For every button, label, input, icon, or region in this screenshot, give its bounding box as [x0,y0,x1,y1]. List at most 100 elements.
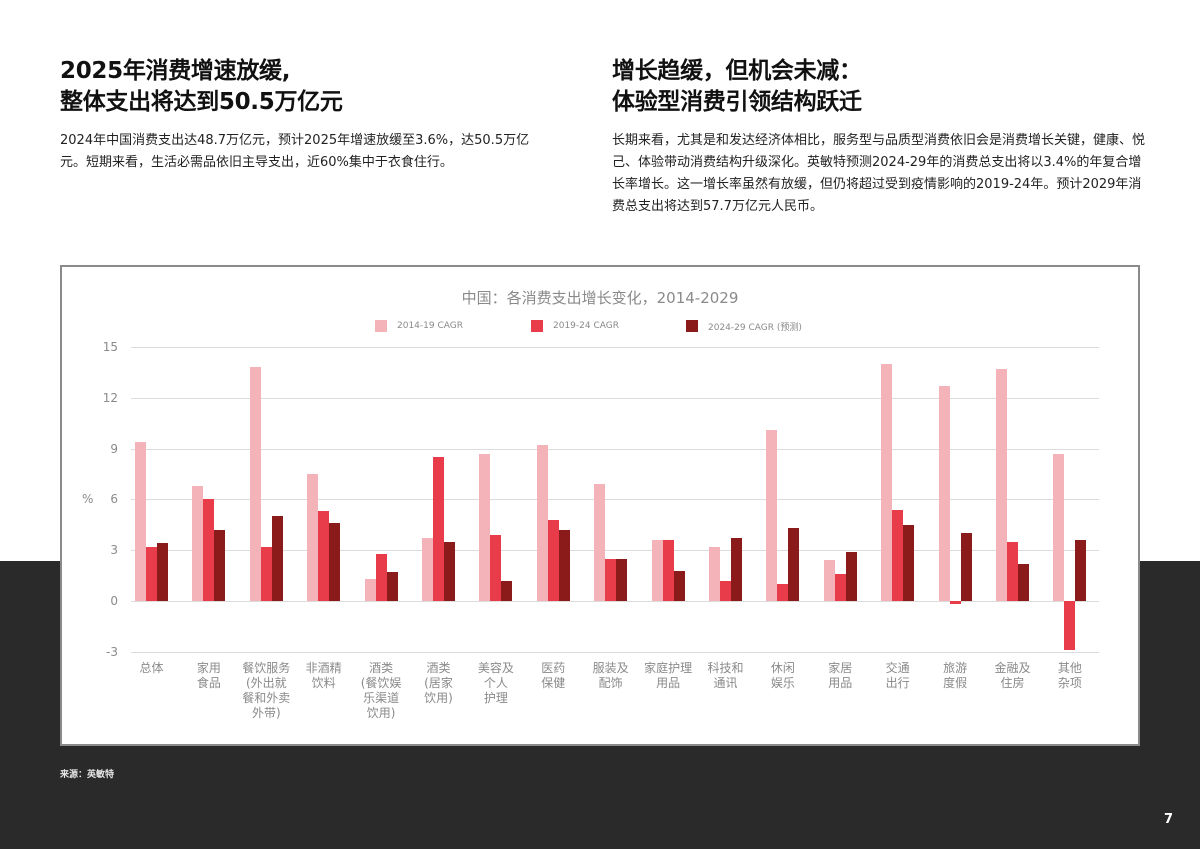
bar [386,572,398,601]
bar [720,580,731,601]
bar [479,453,491,601]
bar [903,524,915,601]
legend-swatch-icon [686,320,698,332]
bar [444,541,455,601]
bar [364,578,376,601]
plot-area: 15 12 9 6 3 0 -3% 总体 家用 食品 餐饮服务 (外出就 餐和外卖 外带) 非酒精 … [62,267,1138,744]
bar [329,523,341,601]
right-headline-line2: 体验型消费引领结构跃迁 [612,89,862,115]
right-text-section: 增长趋缓，但机会未减： 体验型消费引领结构跃迁 长期来看，尤其是和发达经济体相比… [612,56,1152,218]
y-tick-label: 0 [110,594,118,608]
x-tick-label: 美容及 个人 护理 [477,661,514,705]
left-headline-line2: 整体支出将达到50.5万亿元 [60,89,343,115]
right-headline: 增长趋缓，但机会未减： 体验型消费引领结构跃迁 [612,56,1152,118]
y-tick-label: 9 [110,442,118,456]
bar [547,519,559,601]
gridline [131,550,1099,551]
bar [192,485,204,601]
y-tick-label: 15 [102,340,118,354]
source-note: 来源：英敏特 [60,770,115,780]
x-tick-label: 服装及 配饰 [592,661,629,690]
x-tick-label: 家居 用品 [828,661,853,690]
legend-swatch-icon [531,320,543,332]
bar [938,385,950,601]
x-tick-label: 酒类 (居家 饮用) [424,661,453,705]
bar [766,430,778,601]
x-tick-label: 酒类 (餐饮娱 乐渠道 饮用) [360,661,402,720]
bar [788,528,800,601]
gridline [131,347,1099,348]
bar [214,529,226,601]
x-tick-label: 休闲 娱乐 [770,661,795,690]
bar [960,533,972,601]
x-tick-label: 家庭护理 用品 [644,661,693,690]
bar [996,369,1007,601]
bar [949,601,961,605]
left-text-section: 2025年消费增速放缓, 整体支出将达到50.5万亿元 2024年中国消费支出达… [60,56,530,174]
left-headline: 2025年消费增速放缓, 整体支出将达到50.5万亿元 [60,56,530,118]
bar [845,551,857,601]
x-tick-label: 家用 食品 [196,661,221,690]
x-tick-label: 交通 出行 [885,661,910,690]
bar [318,511,330,601]
bar [157,543,168,601]
bar [1064,601,1076,651]
y-tick-label: 6 [110,492,118,506]
bar [558,529,570,601]
legend-item: 2014-19 CAGR [375,319,463,333]
x-tick-label: 非酒精 饮料 [305,661,342,690]
y-tick-label: 12 [102,391,118,405]
bar [1007,541,1018,601]
y-tick-label: -3 [106,645,118,659]
x-tick-label: 总体 [139,661,164,675]
bar [249,367,261,601]
bar [892,509,904,601]
bar [823,560,835,601]
bar [307,474,319,601]
legend-item: 2024-29 CAGR (预测) [686,319,802,333]
bar [731,538,742,601]
bar [271,516,283,601]
bar [260,546,272,601]
bar [709,546,720,601]
bar [135,441,146,601]
bar [651,540,663,601]
x-tick-label: 旅游 度假 [943,661,968,690]
gridline [131,398,1099,399]
bar [501,580,513,601]
chart-legend: 2014-19 CAGR 2019-24 CAGR 2024-29 CAGR (预测… [62,319,1138,333]
legend-label: 2019-24 CAGR [553,321,619,331]
bar [673,570,685,601]
x-tick-label: 科技和 通讯 [707,661,744,690]
x-tick-label: 医药 保健 [541,661,566,690]
bar [594,484,606,601]
left-headline-line1: 2025年消费增速放缓, [60,58,291,84]
legend-label: 2014-19 CAGR [397,321,463,331]
bar [433,457,444,601]
bar [662,540,674,601]
bar [605,558,617,601]
left-body-text: 2024年中国消费支出达48.7万亿元，预计2025年增速放缓至3.6%，达50… [60,133,530,170]
bar [490,534,502,601]
bar [616,558,628,601]
y-tick-label: 3 [110,543,118,557]
bar [375,553,387,601]
bar [422,538,433,601]
gridline [131,449,1099,450]
bar [834,573,846,601]
bar [536,445,548,601]
bar [1053,453,1065,601]
right-body-text: 长期来看，尤其是和发达经济体相比，服务型与品质型消费依旧会是消费增长关键，健康、… [612,133,1146,214]
bar [777,584,789,601]
bar [881,363,893,601]
bar [203,499,215,601]
bar-chart: 中国：各消费支出增长变化，2014-2029 2014-19 CAGR 2019-… [60,265,1140,746]
x-tick-label: 金融及 住房 [994,661,1031,690]
chart-title: 中国：各消费支出增长变化，2014-2029 [461,289,739,307]
x-tick-label: 餐饮服务 (外出就 餐和外卖 外带) [242,661,291,720]
bar [146,546,157,601]
gridline [131,601,1099,602]
bar [1018,563,1029,601]
legend-item: 2019-24 CAGR [531,319,619,333]
legend-label: 2024-29 CAGR (预测) [708,322,802,333]
